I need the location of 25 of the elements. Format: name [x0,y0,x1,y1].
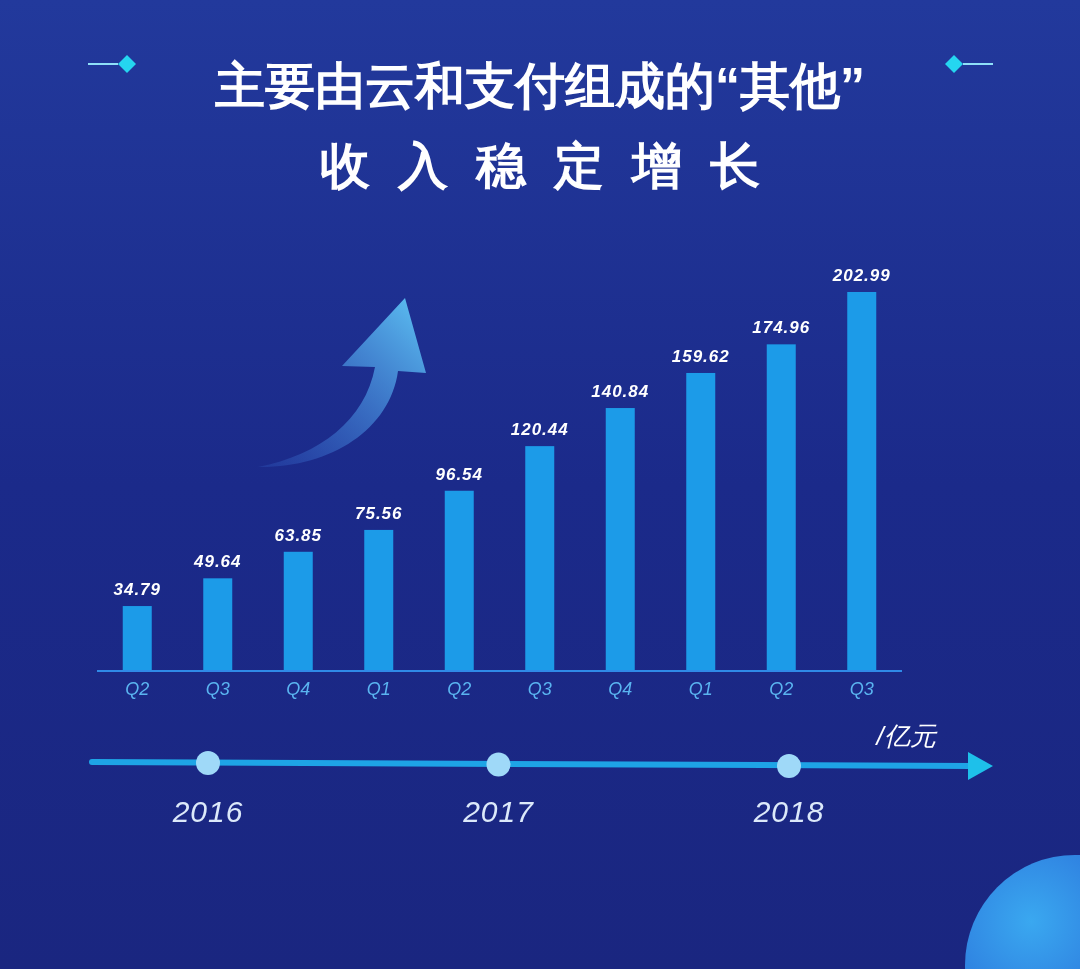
data-label: 202.99 [831,266,891,285]
data-label: 34.79 [113,580,162,600]
data-label: 49.64 [192,552,242,572]
x-tick-label: Q4 [608,679,633,699]
text: 2018 [752,795,825,828]
x-tick-label: Q1 [366,679,391,699]
text: 2017 [462,795,535,828]
data-label: 63.85 [274,525,323,545]
data-label: 174.96 [752,318,811,338]
x-tick-label: Q2 [447,679,472,699]
data-label: 120.44 [510,420,569,440]
data-label: 140.84 [591,382,650,402]
x-tick-label: Q1 [688,679,713,699]
text: 2016 [171,795,244,828]
chart-title: 主要由云和支付组成的“其他” 收入稳定增长 [214,58,865,194]
x-tick-label: Q2 [769,679,794,699]
x-tick-label: Q3 [527,679,552,699]
x-tick-label: Q3 [849,679,874,699]
y-axis-title: /亿元 [874,721,938,751]
data-label: 159.62 [671,346,730,366]
data-label: 75.56 [354,503,403,523]
x-tick-label: Q2 [125,679,150,699]
x-tick-label: Q4 [286,679,311,699]
x-tick-label: Q3 [205,679,230,699]
data-label: 96.54 [435,464,484,484]
